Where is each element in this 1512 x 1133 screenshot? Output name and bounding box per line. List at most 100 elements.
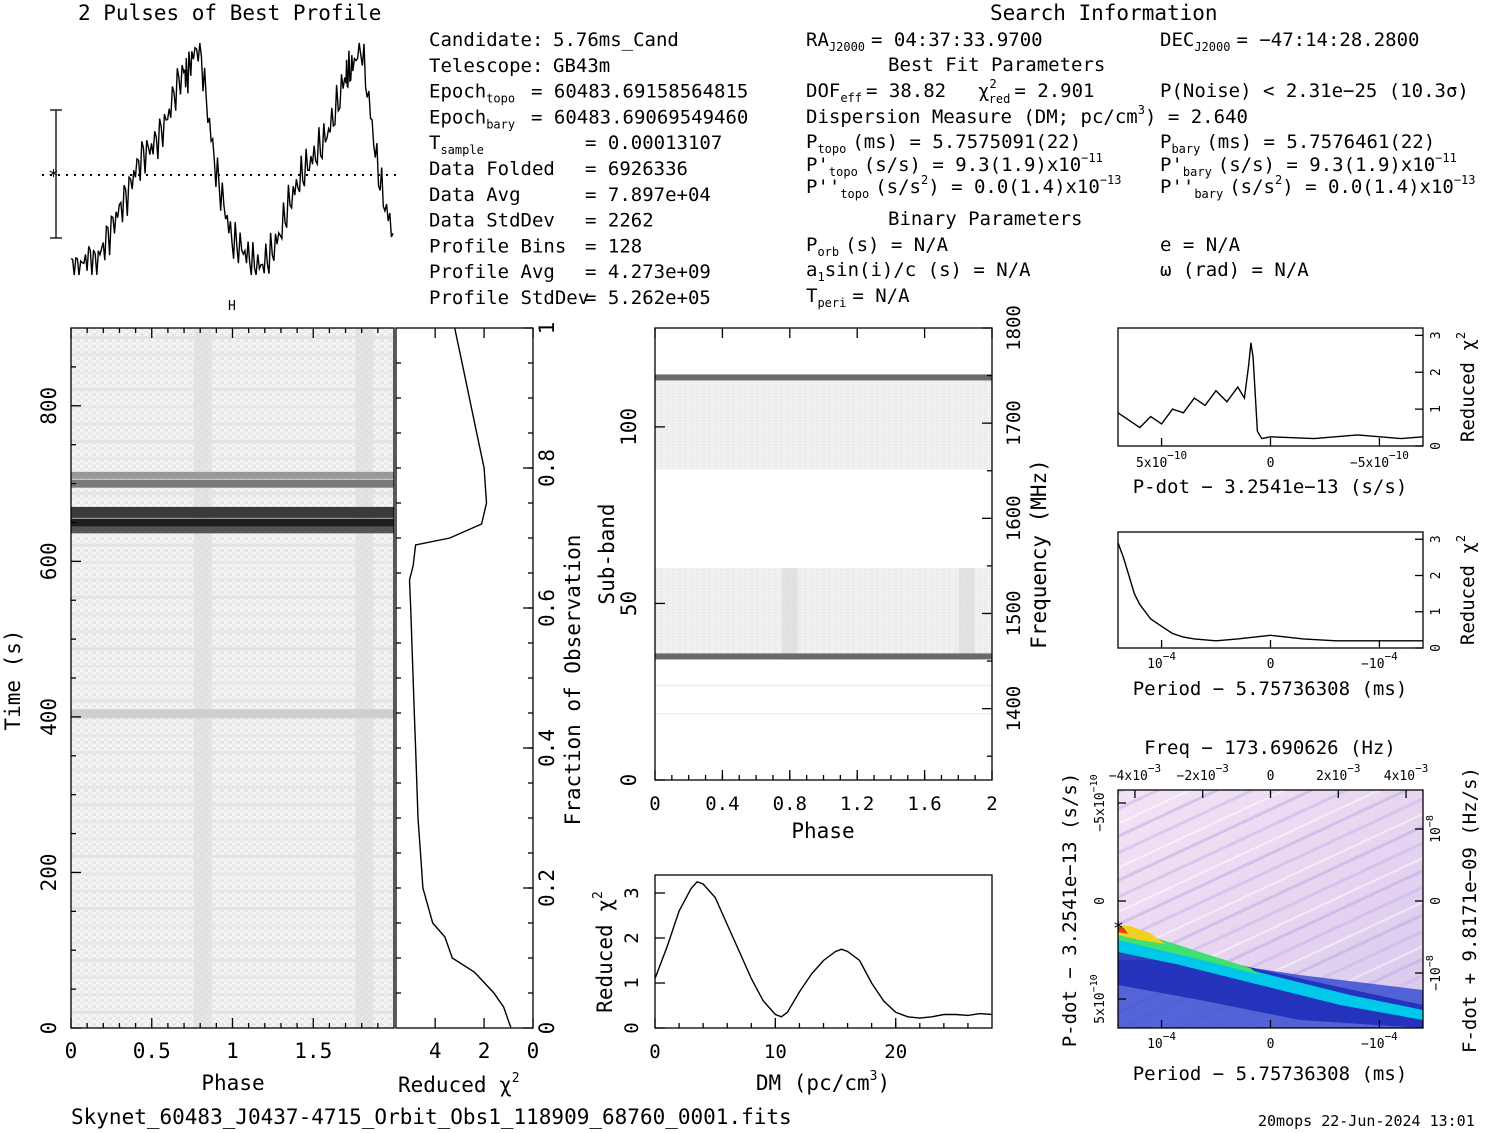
fraction-tick-label: 0.6 (535, 589, 559, 627)
dm-row: Dispersion Measure (DM; pc/cm3) = 2.640 (806, 103, 1248, 128)
chi2-tick-label: 4 (429, 1039, 442, 1063)
candidate-info-label: Profile Bins (429, 235, 566, 257)
freq-title: Freq − 173.690626 (Hz) (1144, 737, 1396, 759)
fraction-tick-label: 0 (535, 1022, 559, 1035)
pdot-chi2-tick: 3 (1429, 331, 1444, 339)
pdot-curve (1117, 342, 1424, 440)
pbary-row: Pbary (ms) = 5.7576461(22) (1160, 131, 1435, 156)
ppd-pdot-tick: 5x10−10 (1089, 974, 1108, 1023)
subband-phase-tick: 0.8 (773, 793, 807, 815)
candidate-info: Candidate: 5.76ms_Cand Telescope: GB43m Epoc… (429, 29, 748, 309)
candidate-info-value: = 128 (585, 235, 642, 257)
rfi-band (71, 471, 394, 479)
fraction-tick-label: 0.4 (535, 729, 559, 767)
pdot-chi2-tick: 0 (1429, 442, 1444, 450)
p-pdot-ridge (1118, 925, 1423, 1028)
candidate-info-label: Epochbary (429, 106, 515, 131)
period-chi2-tick: 2 (1429, 572, 1444, 580)
frequency-tick: 1800 (1003, 305, 1025, 351)
ppd-period-tick: 10−4 (1147, 1030, 1176, 1052)
candidate-info-value: 5.76ms_Cand (553, 29, 679, 51)
profile-title: 2 Pulses of Best Profile (78, 1, 381, 25)
ra-row: RAJ2000 = 04:37:33.9700 (806, 29, 1043, 54)
candidate-info-label: Candidate: (429, 29, 543, 51)
fraction-tick-label: 0.2 (535, 869, 559, 907)
fraction-axis-label: Fraction of Observation (561, 535, 585, 826)
porb-row: Porb (s) = N/A (806, 234, 949, 259)
subband-xlabel: Phase (791, 819, 854, 843)
candidate-info-value: = 7.897e+04 (585, 184, 711, 206)
period-chi2-tick: 3 (1429, 535, 1444, 543)
dm-ylabel: Reduced χ2 (591, 891, 617, 1013)
candidate-info-label: Epochtopo (429, 81, 515, 106)
e-row: e = N/A (1160, 234, 1241, 256)
tperi-row: Tperi = N/A (806, 285, 910, 310)
dof-row: DOFeff = 38.82 (806, 80, 946, 105)
subband-phase-tick: 1.6 (907, 793, 941, 815)
pdot-tick: 5x10−10 (1136, 449, 1187, 471)
search-info-title: Search Information (990, 1, 1218, 25)
pddbary-row: P''bary (s/s2) = 0.0(1.4)x10−13 (1160, 173, 1476, 201)
period-frame (1117, 531, 1424, 649)
pdot-chi2-tick: 2 (1429, 368, 1444, 376)
period-ylabel: Reduced χ2 (1454, 535, 1479, 645)
dm-tick: 10 (764, 1041, 787, 1063)
pdot-chi2-tick: 1 (1429, 405, 1444, 413)
period-xlabel: Period − 5.75736308 (ms) (1133, 678, 1408, 700)
profile-panel: 2 Pulses of Best Profile * H (42, 1, 398, 314)
fdot-label: F-dot + 9.8171e−09 (Hz/s) (1459, 767, 1481, 1053)
pdot-frame (1117, 327, 1424, 447)
ppd-xlabel: Period − 5.75736308 (ms) (1133, 1063, 1408, 1085)
a1-row: a1sin(i)/c (s) = N/A (806, 259, 1031, 284)
subband-ylabel: Sub-band (595, 503, 619, 604)
fraction-tick-label: 1 (535, 322, 559, 335)
dm-frame (654, 874, 993, 1029)
chi2-time-panel: 4 2 0 0 0.2 0.4 0.6 0.8 1 Reduced χ2 Fraction of… (395, 322, 585, 1097)
ppd-freq-tick: 4x10−3 (1384, 762, 1429, 784)
candidate-info-value: GB43m (553, 55, 610, 77)
subband-phase-tick: 2 (986, 793, 997, 815)
ppd-pdot-tick: −5x10−10 (1089, 774, 1108, 831)
rfi-band (71, 479, 394, 488)
chi2-tick-label: 2 (478, 1039, 491, 1063)
omega-row: ω (rad) = N/A (1160, 259, 1309, 281)
frequency-label: Frequency (MHz) (1027, 459, 1051, 649)
pdot-tick: 0 (1267, 456, 1275, 471)
phase-tick-label: 0.5 (133, 1039, 171, 1063)
subband-tick: 50 (617, 591, 641, 616)
active-subbands (655, 568, 992, 660)
pulse-track (193, 328, 212, 1028)
active-subbands (655, 373, 992, 470)
strong-subband (655, 374, 992, 381)
pdot-panel: 5x10−10 0 −5x10−10 0 1 2 3 P-dot − 3.2541e−13 … (1117, 327, 1479, 498)
chi2-time-xlabel: Reduced χ2 (398, 1071, 520, 1097)
phase-tick-label: 0 (65, 1039, 78, 1063)
dm-chi2-tick: 2 (621, 932, 643, 943)
dm-tick: 20 (884, 1041, 907, 1063)
dec-row: DECJ2000 = −47:14:28.2800 (1160, 29, 1419, 54)
time-tick-label: 800 (37, 387, 61, 425)
period-chi2-tick: 1 (1429, 608, 1444, 616)
dm-tick: 0 (649, 1041, 660, 1063)
subband-phase-tick: 0 (649, 793, 660, 815)
candidate-info-value: = 2262 (585, 210, 654, 232)
ppd-fdot-tick: 0 (1429, 897, 1444, 905)
period-tick: 0 (1267, 657, 1275, 672)
p-pdot-panel: Freq − 173.690626 (Hz) * 10−4 0 −10−4 −4x10… (1059, 737, 1481, 1085)
time-phase-panel: 0 0.5 1 1.5 0 200 400 600 800 Time (s) Phase (1, 327, 395, 1095)
candidate-info-value: = 60483.69158564815 (531, 81, 748, 103)
candidate-info-label: Data Folded (429, 158, 555, 180)
rfi-band (71, 526, 394, 534)
ppd-ylabel: P-dot − 3.2541e−13 (s/s) (1059, 773, 1081, 1048)
time-tick-label: 400 (37, 698, 61, 736)
chi2-tick-label: 0 (527, 1039, 540, 1063)
candidate-info-label: Profile Avg (429, 261, 555, 283)
time-tick-label: 200 (37, 853, 61, 891)
period-tick: 10−4 (1147, 650, 1176, 672)
dm-chi2-tick: 1 (621, 977, 643, 988)
subband-phase-tick: 1.2 (840, 793, 874, 815)
candidate-info-value: = 6926336 (585, 158, 688, 180)
time-axis-label: Time (s) (1, 629, 25, 730)
frequency-tick: 1600 (1003, 495, 1025, 541)
